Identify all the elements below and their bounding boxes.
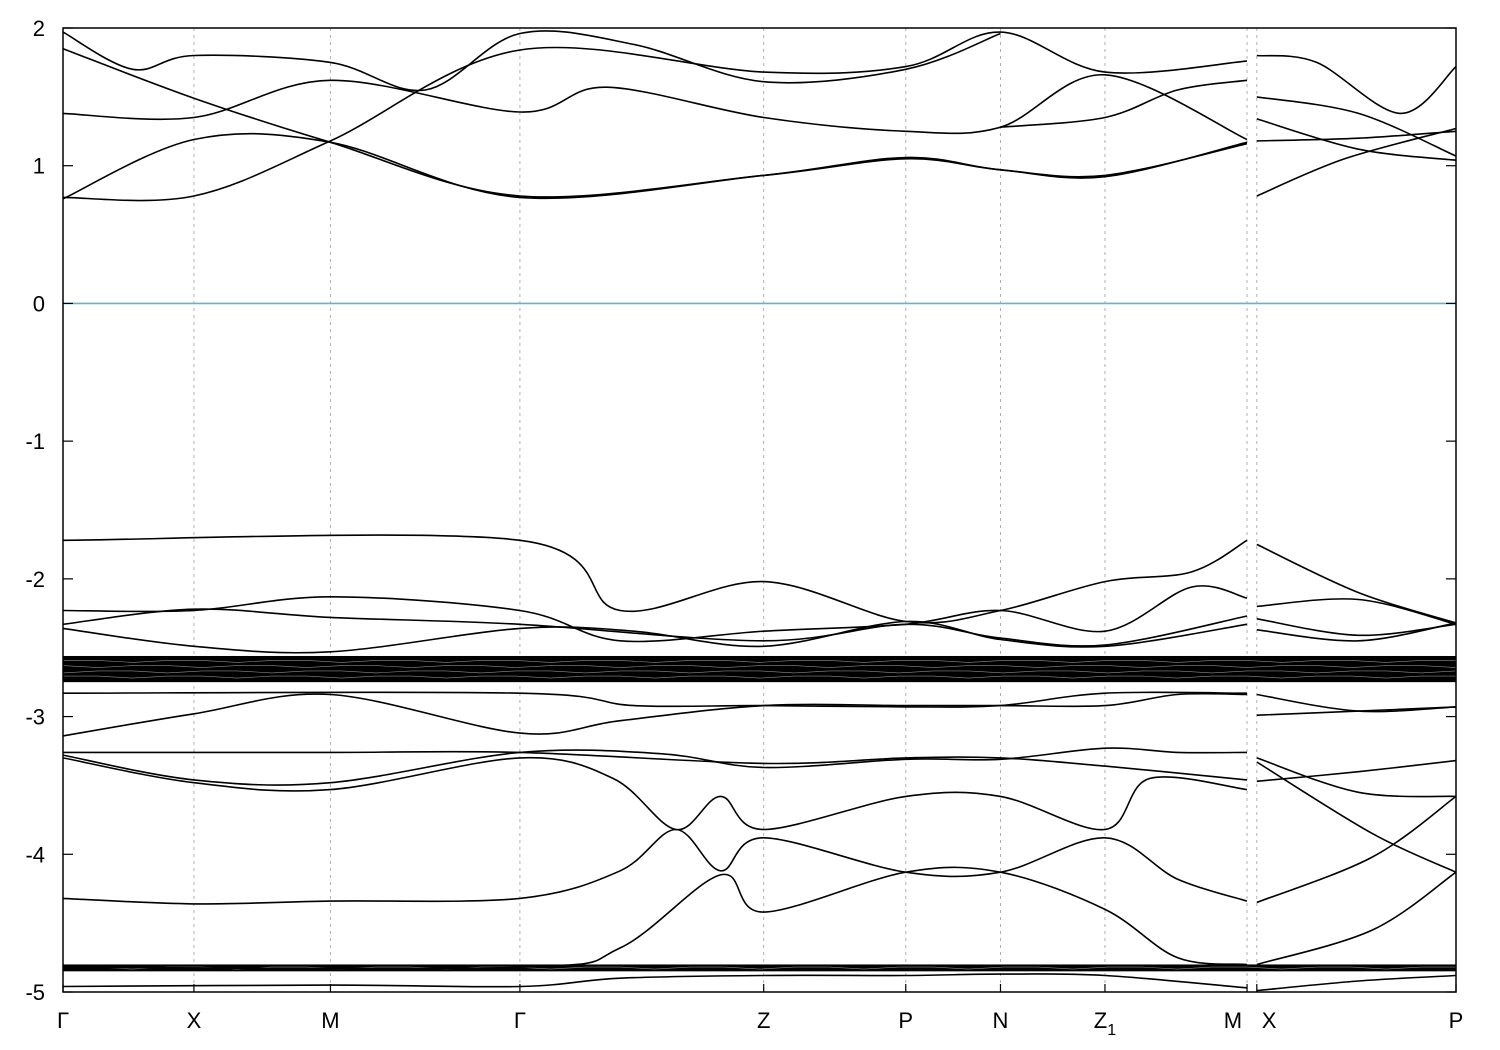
x-tick-label: M [321, 1008, 339, 1033]
x-tick-label: Z [757, 1008, 770, 1033]
y-tick-label: -4 [25, 842, 45, 867]
x-tick-label: M [1224, 1008, 1242, 1033]
dense-band-highlight [63, 660, 1456, 663]
band-line [1256, 127, 1457, 197]
band-line [62, 692, 1248, 737]
band-line [1256, 706, 1457, 716]
y-tick-label: 2 [33, 16, 45, 41]
band-line [1000, 79, 1248, 128]
band-line [1256, 618, 1457, 637]
band-line [1256, 757, 1457, 798]
plot-frame [62, 27, 1457, 993]
band-line [1256, 761, 1457, 873]
band-line [63, 750, 1248, 781]
band-line [1256, 795, 1457, 904]
x-tick-label-subscript: 1 [1107, 1022, 1116, 1039]
axis-layer [62, 27, 1457, 993]
band-line [62, 620, 1248, 654]
band-line [62, 31, 1248, 202]
y-tick-label: 0 [33, 291, 45, 316]
band-line [1256, 598, 1457, 626]
band-line [62, 866, 1248, 970]
band-line [62, 73, 1248, 141]
y-tick-label: -5 [25, 980, 45, 1005]
dense-band-highlight [62, 670, 1457, 674]
band-line [1256, 543, 1457, 624]
band-line [1256, 130, 1457, 142]
band-line [62, 534, 1248, 624]
band-line [62, 756, 1248, 831]
y-tick-label: -2 [25, 567, 45, 592]
dense-band-highlight [63, 675, 1456, 679]
y-tick-label: -3 [25, 705, 45, 730]
x-tick-label: Γ [57, 1008, 69, 1033]
band-line [1256, 118, 1457, 161]
band-line [62, 585, 1248, 643]
x-tick-label: N [993, 1008, 1009, 1033]
y-tick-label: -1 [25, 429, 45, 454]
x-tick-label: P [1449, 1008, 1464, 1033]
dense-band-highlight [63, 966, 1456, 970]
y-tick-label: 1 [33, 154, 45, 179]
dense-band-highlight [62, 665, 1457, 668]
band-line [62, 747, 1248, 786]
x-tick-label: Γ [514, 1008, 526, 1033]
label-layer: 210-1-2-3-4-5Γ X M Γ Z P N Z1 M X P [25, 16, 1463, 1039]
band-line [1256, 759, 1457, 783]
dense-band-block [63, 964, 1456, 972]
band-line [62, 30, 1001, 92]
band-line [1256, 54, 1457, 115]
bands-layer [62, 30, 1457, 992]
band-line [1256, 974, 1457, 992]
band-line [62, 47, 1248, 198]
band-line [62, 828, 1248, 905]
band-line [1256, 96, 1457, 157]
band-line [62, 608, 1248, 647]
x-tick-label: X [187, 1008, 202, 1033]
band-line [1256, 871, 1457, 966]
x-tick-label: X [1262, 1008, 1277, 1033]
x-tick-label: P [898, 1008, 913, 1033]
